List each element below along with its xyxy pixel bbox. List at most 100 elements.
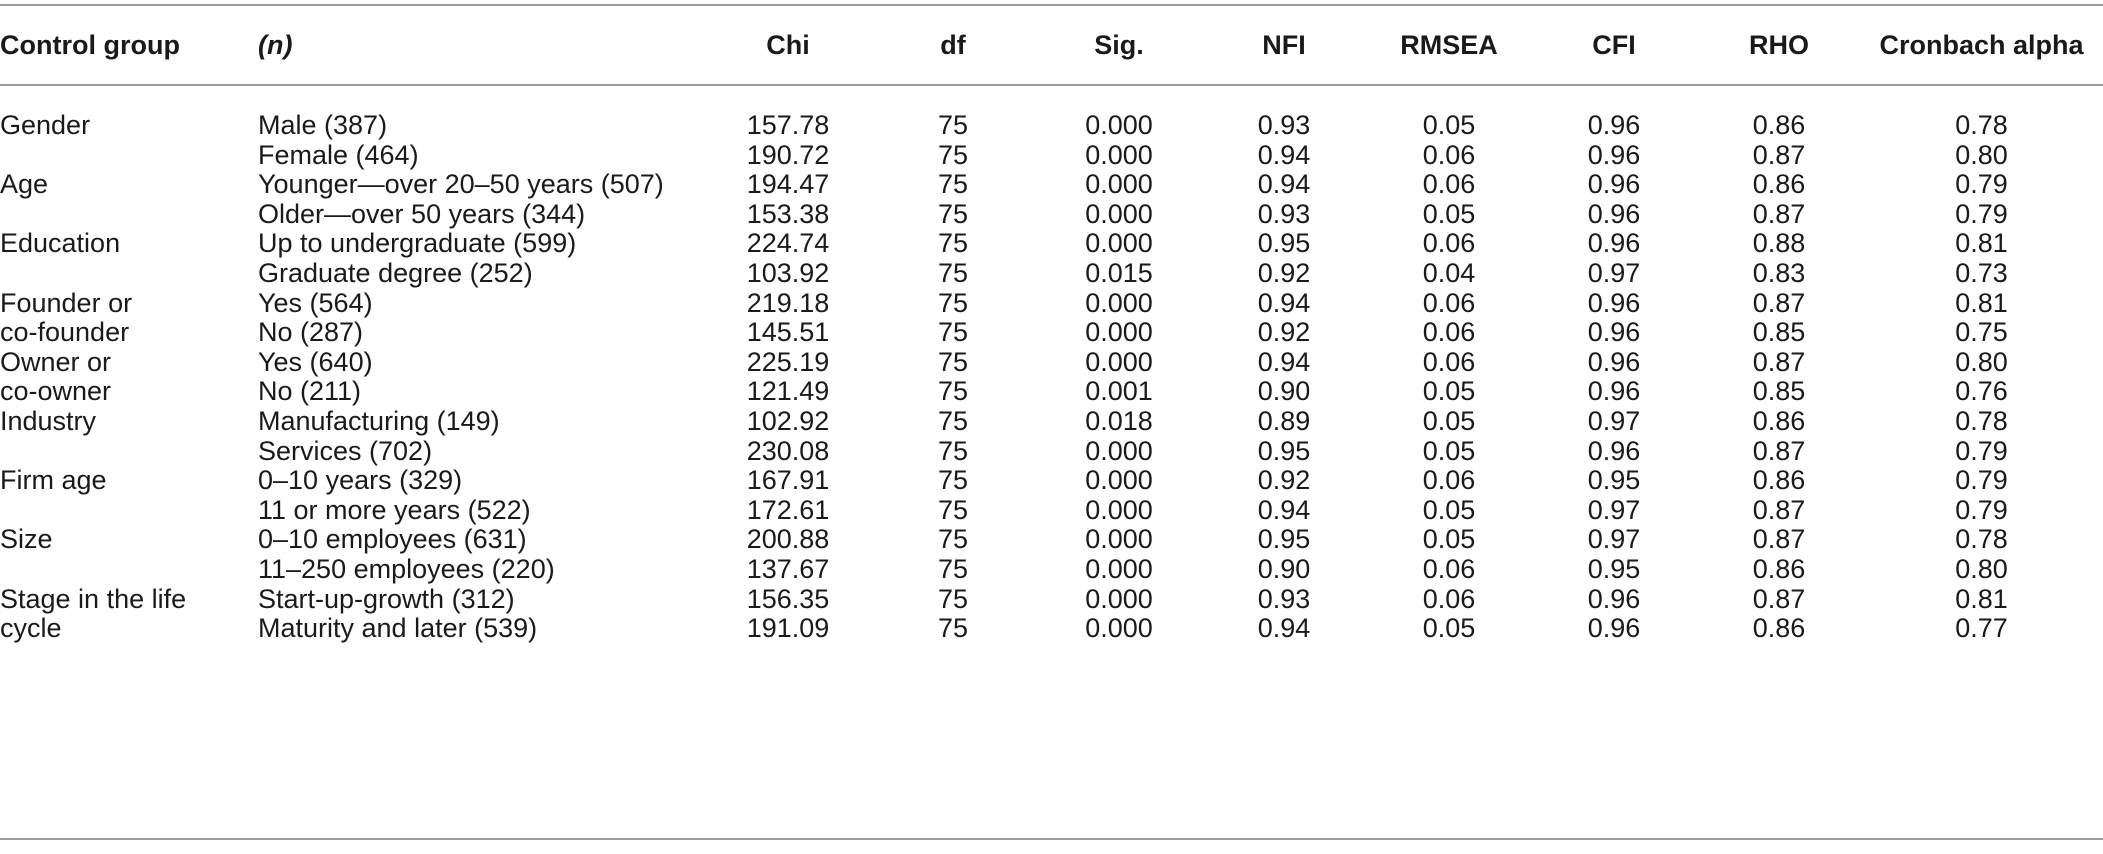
top-rule — [0, 4, 2103, 6]
cell-cfi: 0.96 — [1587, 583, 1641, 614]
cell-n: Maturity and later (539) — [258, 613, 538, 644]
cell-chi: 153.38 — [746, 198, 830, 229]
cell-rmsea: 0.06 — [1422, 287, 1476, 318]
cell-rmsea: 0.06 — [1422, 139, 1476, 170]
cell-sig: 0.000 — [1085, 110, 1153, 140]
table-row: Size 0–10 employees (631) 200.88 75 0.000 0.9… — [0, 519, 2103, 559]
cell-control-group: Industry — [0, 406, 97, 436]
cell-cfi: 0.96 — [1587, 376, 1641, 407]
table-row: 11 or more years (522) 172.61 75 0.000 0.94 0… — [0, 490, 2103, 530]
cell-n: Services (702) — [258, 435, 433, 466]
cell-nfi: 0.90 — [1257, 554, 1311, 584]
cell-rho: 0.87 — [1752, 524, 1806, 555]
cell-df: 75 — [937, 346, 969, 377]
cell-df: 75 — [937, 258, 969, 288]
table-row: Owner or Yes (640) 225.19 75 0.000 0.94 0.06 0.… — [0, 342, 2103, 382]
cell-chi: 219.18 — [746, 287, 830, 318]
cell-nfi: 0.95 — [1257, 435, 1311, 466]
cell-n: Graduate degree (252) — [258, 258, 533, 288]
cell-chi: 194.47 — [746, 169, 830, 200]
cell-control-group: Gender — [0, 110, 91, 140]
cell-rho: 0.86 — [1752, 110, 1806, 140]
cell-cfi: 0.96 — [1587, 287, 1641, 318]
cell-df: 75 — [937, 465, 969, 496]
cell-df: 75 — [937, 376, 969, 407]
cell-sig: 0.001 — [1085, 376, 1153, 407]
cell-chi: 156.35 — [746, 583, 830, 614]
table-header: Control group (n) Chi df Sig. NFI RMSEA … — [0, 25, 2103, 65]
table-row: cycle Maturity and later (539) 191.09 75 0.0… — [0, 608, 2103, 648]
cell-cronbach-alpha: 0.81 — [1955, 287, 2008, 318]
table-row: 11–250 employees (220) 137.67 75 0.000 0.90 0… — [0, 549, 2103, 589]
cell-rho: 0.83 — [1752, 258, 1806, 288]
cell-cronbach-alpha: 0.73 — [1955, 258, 2008, 288]
cell-nfi: 0.94 — [1257, 346, 1311, 377]
cell-nfi: 0.94 — [1257, 287, 1311, 318]
table-row: co-founder No (287) 145.51 75 0.000 0.92 0.06 0… — [0, 312, 2103, 352]
cell-cronbach-alpha: 0.78 — [1955, 406, 2008, 436]
cell-sig: 0.000 — [1085, 287, 1153, 318]
cell-sig: 0.000 — [1085, 583, 1153, 614]
cell-df: 75 — [937, 139, 969, 170]
table-row: Industry Manufacturing (149) 102.92 75 0.018… — [0, 401, 2103, 441]
cell-rmsea: 0.06 — [1422, 554, 1476, 584]
cell-n: Manufacturing (149) — [258, 406, 500, 436]
cell-chi: 137.67 — [746, 554, 830, 584]
cell-chi: 157.78 — [746, 110, 830, 140]
cell-df: 75 — [937, 317, 969, 348]
header-cronbach-alpha: Cronbach alpha — [1879, 30, 2084, 60]
cell-rho: 0.87 — [1752, 583, 1806, 614]
cell-rmsea: 0.05 — [1422, 198, 1476, 229]
cell-df: 75 — [937, 169, 969, 200]
cell-sig: 0.000 — [1085, 613, 1153, 644]
cell-rmsea: 0.05 — [1422, 524, 1476, 555]
cell-chi: 200.88 — [746, 524, 830, 555]
cell-cronbach-alpha: 0.75 — [1955, 317, 2008, 348]
cell-nfi: 0.93 — [1257, 110, 1311, 140]
cell-rho: 0.86 — [1752, 613, 1806, 644]
cell-df: 75 — [937, 287, 969, 318]
cell-cfi: 0.97 — [1587, 406, 1641, 436]
cell-cronbach-alpha: 0.77 — [1955, 613, 2008, 644]
cell-chi: 102.92 — [746, 406, 830, 436]
header-cfi: CFI — [1592, 30, 1636, 60]
cell-chi: 121.49 — [746, 376, 830, 407]
cell-df: 75 — [937, 494, 969, 525]
cell-sig: 0.018 — [1085, 406, 1153, 436]
cell-cfi: 0.96 — [1587, 198, 1641, 229]
cell-df: 75 — [937, 198, 969, 229]
cell-sig: 0.000 — [1085, 554, 1153, 584]
cell-chi: 145.51 — [746, 317, 830, 348]
cell-control-group: Firm age — [0, 465, 107, 496]
cell-sig: 0.000 — [1085, 524, 1153, 555]
header-rmsea: RMSEA — [1400, 30, 1498, 60]
cell-rmsea: 0.06 — [1422, 169, 1476, 200]
cell-cfi: 0.96 — [1587, 139, 1641, 170]
cell-rho: 0.87 — [1752, 346, 1806, 377]
cell-cronbach-alpha: 0.79 — [1955, 465, 2008, 496]
cell-control-group: cycle — [0, 613, 62, 644]
table-row: Firm age 0–10 years (329) 167.91 75 0.000 0.9… — [0, 460, 2103, 500]
cell-chi: 191.09 — [746, 613, 830, 644]
table-row: Age Younger—over 20–50 years (507) 194.47 7… — [0, 164, 2103, 204]
cell-sig: 0.015 — [1085, 258, 1153, 288]
cell-chi: 190.72 — [746, 139, 830, 170]
cell-df: 75 — [937, 110, 969, 140]
cell-cronbach-alpha: 0.79 — [1955, 435, 2008, 466]
cell-sig: 0.000 — [1085, 198, 1153, 229]
cell-rmsea: 0.06 — [1422, 317, 1476, 348]
cell-rmsea: 0.05 — [1422, 494, 1476, 525]
cell-df: 75 — [937, 406, 969, 436]
cell-rho: 0.86 — [1752, 554, 1806, 584]
cell-nfi: 0.93 — [1257, 583, 1311, 614]
cell-n: Yes (564) — [258, 287, 373, 318]
cell-control-group: Education — [0, 228, 121, 259]
table-row: Graduate degree (252) 103.92 75 0.015 0.92 0.… — [0, 253, 2103, 293]
cell-rmsea: 0.06 — [1422, 228, 1476, 259]
cell-n: Male (387) — [258, 110, 388, 140]
table-row: Gender Male (387) 157.78 75 0.000 0.93 0.05 0.9… — [0, 105, 2103, 145]
cell-rmsea: 0.06 — [1422, 465, 1476, 496]
cell-chi: 224.74 — [746, 228, 830, 259]
cell-n: No (287) — [258, 317, 364, 348]
cell-n: Start-up-growth (312) — [258, 583, 515, 614]
